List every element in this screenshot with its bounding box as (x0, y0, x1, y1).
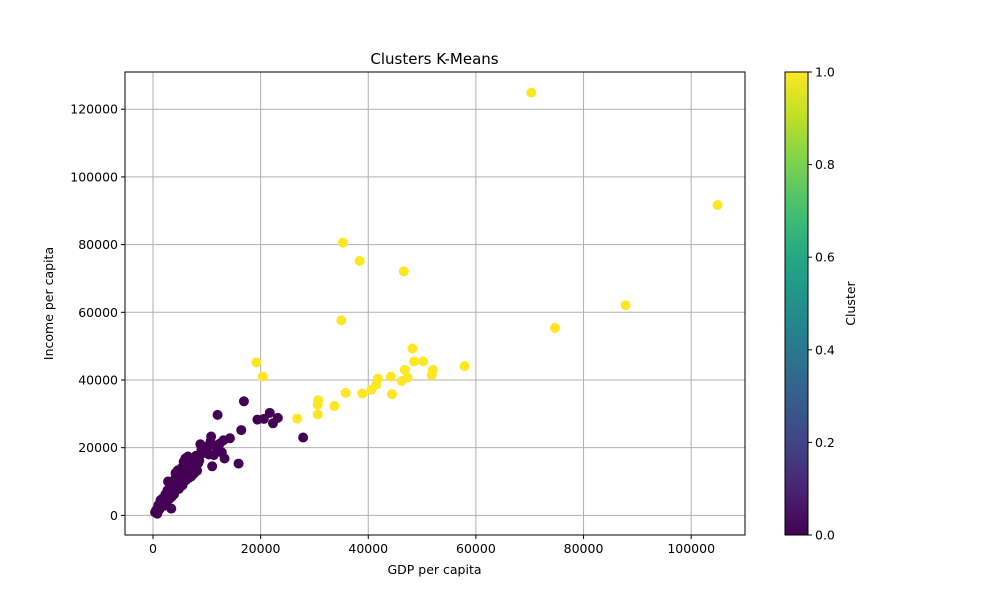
data-point-cluster-1 (292, 413, 303, 424)
x-tick-label: 0 (149, 541, 157, 556)
y-tick-label: 40000 (78, 372, 118, 387)
x-tick-label: 100000 (667, 541, 715, 556)
data-point-cluster-0 (233, 458, 244, 469)
y-tick-label: 80000 (78, 237, 118, 252)
data-point-cluster-1 (337, 237, 348, 248)
data-point-cluster-0 (298, 432, 309, 443)
x-tick-label: 80000 (564, 541, 604, 556)
y-tick-label: 0 (110, 508, 118, 523)
x-tick-label: 60000 (456, 541, 496, 556)
chart-title: Clusters K-Means (370, 50, 498, 68)
data-point-cluster-1 (251, 357, 262, 368)
colorbar-label: Cluster (843, 280, 858, 325)
data-point-cluster-0 (192, 465, 203, 476)
data-point-cluster-1 (712, 200, 723, 211)
data-point-cluster-1 (354, 255, 365, 266)
x-axis-label: GDP per capita (387, 562, 481, 577)
data-point-cluster-1 (312, 409, 323, 420)
data-point-cluster-1 (340, 387, 351, 398)
data-point-cluster-0 (264, 407, 275, 418)
y-axis-ticks: 0 20000 40000 60000 80000 100000 120000 (70, 102, 125, 523)
x-tick-label: 20000 (241, 541, 281, 556)
plot-area-frame (124, 71, 746, 536)
data-point-cluster-1 (402, 372, 413, 383)
data-point-cluster-1 (418, 356, 429, 367)
data-point-cluster-1 (399, 364, 410, 375)
data-point-cluster-1 (386, 389, 397, 400)
y-tick-label: 120000 (70, 102, 118, 117)
data-point-cluster-1 (329, 401, 340, 412)
data-point-cluster-1 (336, 315, 347, 326)
data-point-cluster-1 (313, 395, 324, 406)
data-point-cluster-1 (550, 322, 561, 333)
y-tick-label: 60000 (78, 305, 118, 320)
y-tick-label: 100000 (70, 169, 118, 184)
data-point-cluster-1 (620, 300, 631, 311)
colorbar-tick-label: 0.0 (815, 528, 835, 543)
data-point-cluster-1 (459, 361, 470, 372)
data-point-cluster-0 (206, 431, 217, 442)
data-point-cluster-1 (357, 388, 368, 399)
data-point-cluster-1 (526, 87, 537, 98)
data-point-cluster-1 (427, 364, 438, 375)
y-tick-label: 20000 (78, 440, 118, 455)
data-point-cluster-0 (219, 453, 230, 464)
data-point-cluster-0 (224, 433, 235, 444)
data-points (150, 87, 723, 519)
data-point-cluster-0 (272, 412, 283, 423)
data-point-cluster-0 (236, 425, 247, 436)
grid-lines (125, 72, 745, 535)
x-axis-ticks: 0 20000 40000 60000 80000 100000 (149, 535, 715, 556)
colorbar-tick-label: 1.0 (815, 65, 835, 80)
colorbar-tick-label: 0.8 (815, 157, 835, 172)
colorbar-ticks: 0.0 0.2 0.4 0.6 0.8 1.0 (808, 65, 835, 543)
data-point-cluster-0 (238, 396, 249, 407)
colorbar (784, 71, 809, 536)
data-point-cluster-1 (409, 356, 420, 367)
data-point-cluster-1 (407, 343, 418, 354)
data-point-cluster-0 (166, 503, 177, 514)
data-point-cluster-1 (398, 266, 409, 277)
y-axis-label: Income per capita (41, 247, 56, 360)
data-point-cluster-0 (207, 461, 218, 472)
colorbar-tick-label: 0.6 (815, 250, 835, 265)
data-point-cluster-1 (257, 371, 268, 382)
data-point-cluster-0 (212, 409, 223, 420)
data-point-cluster-1 (385, 371, 396, 382)
x-tick-label: 40000 (348, 541, 388, 556)
colorbar-tick-label: 0.4 (815, 342, 835, 357)
data-point-cluster-0 (194, 455, 205, 466)
colorbar-tick-label: 0.2 (815, 435, 835, 450)
data-point-cluster-1 (372, 373, 383, 384)
